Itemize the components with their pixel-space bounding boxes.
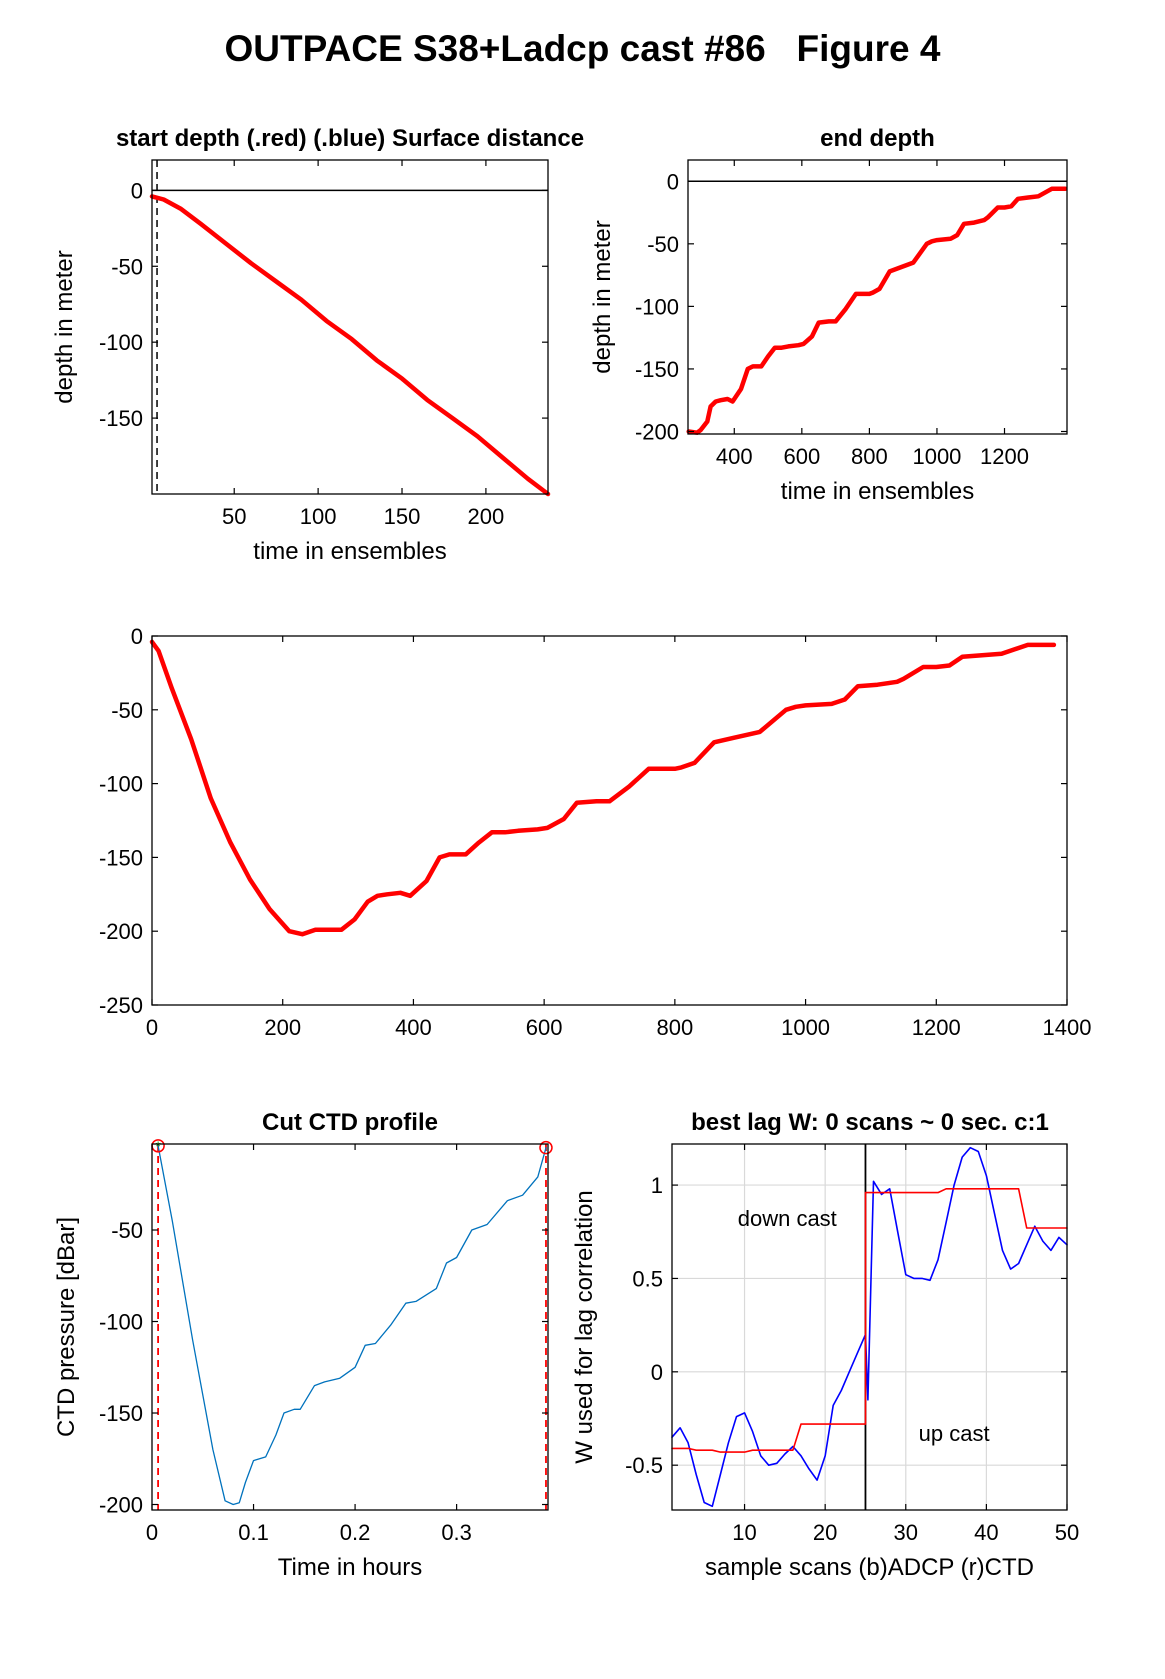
y-axis-label: depth in meter xyxy=(589,220,616,373)
chart-ctd: * xyxy=(151,1138,553,1511)
y-tick-label: -100 xyxy=(99,772,143,797)
x-tick-label: 40 xyxy=(974,1520,998,1545)
cut-end-marker xyxy=(539,1140,553,1155)
y-tick-label: -250 xyxy=(99,993,143,1018)
y-tick-label: -50 xyxy=(111,254,143,279)
y-tick-label: -50 xyxy=(111,698,143,723)
x-tick-label: 600 xyxy=(526,1015,563,1040)
series-line-0 xyxy=(149,194,551,497)
x-axis-label: Time in hours xyxy=(278,1554,423,1581)
x-tick-label: 800 xyxy=(851,444,888,469)
y-tick-label: 1 xyxy=(651,1173,663,1198)
chart-title: Cut CTD profile xyxy=(262,1109,438,1136)
x-tick-label: 50 xyxy=(222,504,246,529)
x-axis-label: sample scans (b)ADCP (r)CTD xyxy=(705,1554,1034,1581)
y-tick-label: -200 xyxy=(99,919,143,944)
y-tick-label: -150 xyxy=(99,845,143,870)
y-tick-label: -100 xyxy=(635,294,679,319)
figure-title: OUTPACE S38+Ladcp cast #86 Figure 4 xyxy=(224,28,941,69)
x-tick-label: 100 xyxy=(300,504,337,529)
annotation-up-cast: up cast xyxy=(919,1421,990,1446)
chart-lag xyxy=(671,1143,1068,1511)
chart-title: start depth (.red) (.blue) Surface dista… xyxy=(116,125,584,152)
x-tick-label: 200 xyxy=(264,1015,301,1040)
axes-box xyxy=(151,1143,549,1511)
y-tick-label: -200 xyxy=(635,419,679,444)
x-tick-label: 30 xyxy=(894,1520,918,1545)
chart-full xyxy=(149,635,1068,1006)
x-tick-label: 400 xyxy=(395,1015,432,1040)
x-tick-label: 50 xyxy=(1055,1520,1079,1545)
y-tick-label: -100 xyxy=(99,330,143,355)
y-tick-label: -200 xyxy=(99,1493,143,1518)
axes-box xyxy=(687,159,1068,435)
x-tick-label: 0 xyxy=(146,1015,158,1040)
y-tick-label: -150 xyxy=(99,406,143,431)
x-axis-label: time in ensembles xyxy=(253,538,446,565)
x-tick-label: 400 xyxy=(716,444,753,469)
y-tick-label: 0 xyxy=(667,169,679,194)
axes-box xyxy=(151,635,1068,1006)
x-axis-label: time in ensembles xyxy=(781,478,974,505)
x-tick-label: 150 xyxy=(384,504,421,529)
x-tick-label: 0.1 xyxy=(238,1520,269,1545)
y-tick-label: 0 xyxy=(651,1360,663,1385)
x-tick-label: 20 xyxy=(813,1520,837,1545)
x-tick-label: 1200 xyxy=(980,444,1029,469)
x-tick-label: 800 xyxy=(656,1015,693,1040)
chart-title: end depth xyxy=(820,125,935,152)
series-line-0 xyxy=(149,639,1057,937)
axes-box xyxy=(151,159,549,495)
chart-end xyxy=(686,159,1068,435)
series-line-0 xyxy=(157,1145,547,1506)
x-tick-label: 0 xyxy=(146,1520,158,1545)
x-tick-label: 1000 xyxy=(781,1015,830,1040)
y-tick-label: -50 xyxy=(647,232,679,257)
chart-title: best lag W: 0 scans ~ 0 sec. c:1 xyxy=(691,1109,1049,1136)
series-line-ctd xyxy=(671,1188,1068,1453)
series-line-0 xyxy=(686,186,1068,435)
x-tick-label: 1400 xyxy=(1043,1015,1092,1040)
axes-box xyxy=(671,1143,1068,1511)
y-tick-label: -0.5 xyxy=(625,1453,663,1478)
series-line-adcp xyxy=(671,1146,1068,1508)
y-tick-label: 0.5 xyxy=(632,1266,663,1291)
cut-start-star: * xyxy=(155,1138,161,1154)
chart-start xyxy=(149,159,551,497)
y-axis-label: CTD pressure [dBar] xyxy=(53,1217,80,1437)
x-tick-label: 0.2 xyxy=(340,1520,371,1545)
x-tick-label: 200 xyxy=(468,504,505,529)
x-tick-label: 10 xyxy=(732,1520,756,1545)
y-tick-label: -100 xyxy=(99,1310,143,1335)
x-tick-label: 0.3 xyxy=(441,1520,472,1545)
y-tick-label: 0 xyxy=(131,178,143,203)
x-tick-label: 1200 xyxy=(912,1015,961,1040)
y-axis-label: W used for lag correlation xyxy=(571,1190,598,1463)
y-tick-label: -150 xyxy=(99,1401,143,1426)
y-tick-label: -150 xyxy=(635,357,679,382)
x-tick-label: 1000 xyxy=(912,444,961,469)
y-axis-label: depth in meter xyxy=(51,250,78,403)
x-tick-label: 600 xyxy=(783,444,820,469)
y-tick-label: -50 xyxy=(111,1218,143,1243)
annotation-down-cast: down cast xyxy=(738,1206,837,1231)
y-tick-label: 0 xyxy=(131,624,143,649)
